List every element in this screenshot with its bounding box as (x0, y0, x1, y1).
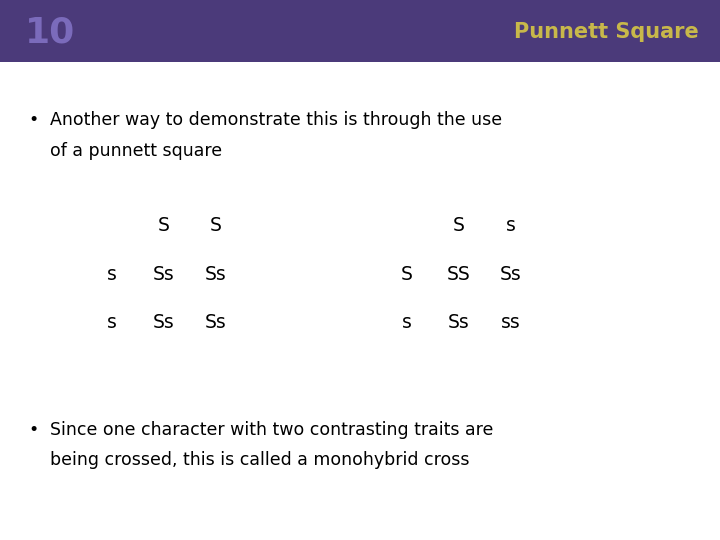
Text: being crossed, this is called a monohybrid cross: being crossed, this is called a monohybr… (50, 451, 470, 469)
Text: of a punnett square: of a punnett square (50, 142, 222, 160)
Text: S: S (210, 216, 221, 235)
Text: Ss: Ss (204, 313, 226, 332)
Text: ss: ss (500, 313, 521, 332)
Text: 10: 10 (25, 15, 76, 49)
Text: Ss: Ss (448, 313, 469, 332)
Text: Punnett Square: Punnett Square (513, 22, 698, 42)
Text: s: s (402, 313, 412, 332)
Text: Ss: Ss (204, 265, 226, 284)
Text: Ss: Ss (153, 265, 174, 284)
Text: S: S (158, 216, 169, 235)
Text: •: • (29, 421, 39, 439)
Text: s: s (505, 216, 516, 235)
Text: Ss: Ss (500, 265, 521, 284)
Text: S: S (453, 216, 464, 235)
Text: s: s (107, 265, 117, 284)
Text: •: • (29, 111, 39, 129)
Text: s: s (107, 313, 117, 332)
Text: SS: SS (447, 265, 470, 284)
Text: Since one character with two contrasting traits are: Since one character with two contrasting… (50, 421, 494, 439)
Text: Ss: Ss (153, 313, 174, 332)
Text: S: S (401, 265, 413, 284)
Text: Another way to demonstrate this is through the use: Another way to demonstrate this is throu… (50, 111, 503, 129)
Bar (0, 0, 720, 62)
